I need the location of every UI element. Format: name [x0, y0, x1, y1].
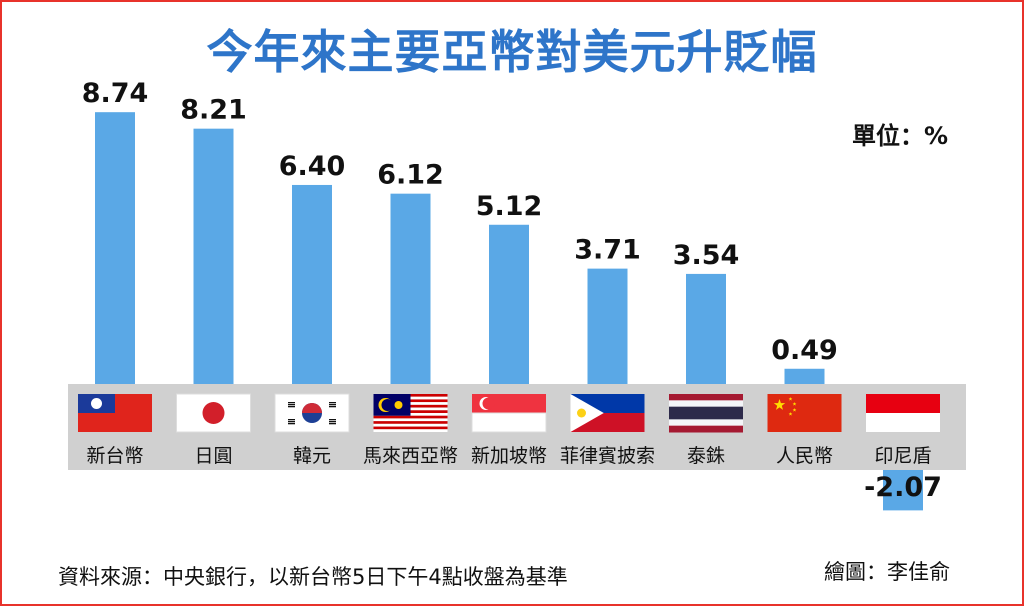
value-label-8: -2.07 — [864, 472, 942, 503]
category-label-6: 泰銖 — [687, 445, 725, 467]
bar-6 — [686, 273, 726, 384]
china-flag-icon — [767, 394, 842, 432]
unit-label: 單位：% — [852, 122, 949, 150]
thailand-flag-icon — [669, 394, 743, 433]
malaysia-flag-icon — [373, 394, 448, 432]
bar-2 — [292, 184, 332, 384]
korea-flag-icon — [274, 393, 350, 433]
category-label-8: 印尼盾 — [874, 445, 931, 467]
bar-1 — [193, 128, 234, 384]
value-label-2: 6.40 — [279, 151, 346, 182]
category-label-4: 新加坡幣 — [471, 445, 547, 467]
category-label-1: 日圓 — [194, 445, 232, 467]
source-note: 資料來源：中央銀行，以新台幣5日下午4點收盤為基準 — [58, 565, 568, 589]
chart-title: 今年來主要亞幣對美元升貶幅 — [206, 25, 818, 79]
value-label-5: 3.71 — [574, 235, 641, 266]
bar-8 — [883, 470, 923, 511]
category-label-5: 菲律賓披索 — [560, 445, 655, 467]
value-label-7: 0.49 — [771, 335, 838, 366]
category-label-7: 人民幣 — [776, 445, 833, 467]
indonesia-flag-icon — [866, 394, 940, 432]
category-label-0: 新台幣 — [86, 445, 143, 467]
value-label-4: 5.12 — [476, 191, 543, 222]
value-label-1: 8.21 — [180, 95, 247, 126]
value-label-3: 6.12 — [377, 160, 444, 191]
bar-7 — [784, 368, 825, 384]
bar-3 — [390, 193, 431, 384]
bar-4 — [489, 224, 529, 384]
bar-5 — [587, 268, 628, 384]
taiwan-flag-icon — [78, 394, 152, 432]
philippines-flag-icon — [570, 394, 645, 432]
japan-flag-icon — [176, 393, 251, 433]
category-label-2: 韓元 — [293, 445, 331, 467]
singapore-flag-icon — [471, 394, 547, 433]
value-label-0: 8.74 — [82, 78, 149, 109]
category-label-3: 馬來西亞幣 — [363, 445, 458, 467]
value-label-6: 3.54 — [673, 240, 740, 271]
graphic-credit: 繪圖：李佳俞 — [824, 560, 950, 584]
bar-0 — [95, 112, 135, 384]
